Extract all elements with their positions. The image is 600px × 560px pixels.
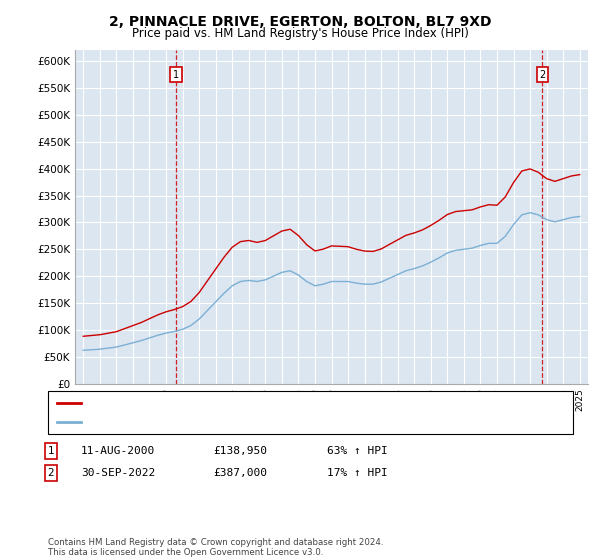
Text: 30-SEP-2022: 30-SEP-2022 — [81, 468, 155, 478]
Text: 2: 2 — [539, 69, 545, 80]
Text: Contains HM Land Registry data © Crown copyright and database right 2024.
This d: Contains HM Land Registry data © Crown c… — [48, 538, 383, 557]
Text: 2, PINNACLE DRIVE, EGERTON, BOLTON, BL7 9XD (detached house): 2, PINNACLE DRIVE, EGERTON, BOLTON, BL7 … — [86, 398, 422, 408]
Text: 11-AUG-2000: 11-AUG-2000 — [81, 446, 155, 456]
Text: Price paid vs. HM Land Registry's House Price Index (HPI): Price paid vs. HM Land Registry's House … — [131, 27, 469, 40]
Text: 1: 1 — [173, 69, 179, 80]
Text: £387,000: £387,000 — [213, 468, 267, 478]
Text: 63% ↑ HPI: 63% ↑ HPI — [327, 446, 388, 456]
Text: £138,950: £138,950 — [213, 446, 267, 456]
Text: HPI: Average price, detached house, Bolton: HPI: Average price, detached house, Bolt… — [86, 417, 302, 427]
Text: 17% ↑ HPI: 17% ↑ HPI — [327, 468, 388, 478]
Text: 2, PINNACLE DRIVE, EGERTON, BOLTON, BL7 9XD: 2, PINNACLE DRIVE, EGERTON, BOLTON, BL7 … — [109, 15, 491, 29]
Text: 1: 1 — [47, 446, 55, 456]
Text: 2: 2 — [47, 468, 55, 478]
